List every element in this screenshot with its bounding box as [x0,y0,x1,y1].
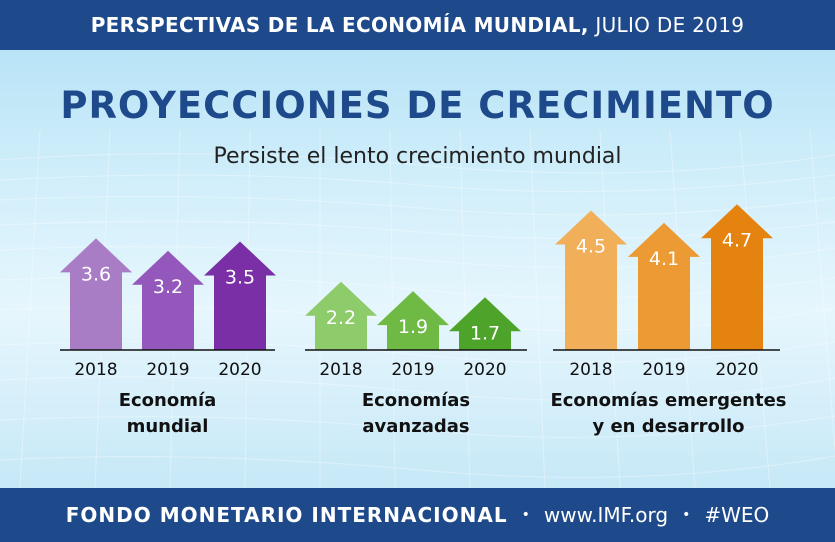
header-title: PERSPECTIVAS DE LA ECONOMÍA MUNDIAL, [90,13,589,37]
value-label-emerging-2019: 4.1 [649,248,679,270]
year-label-emerging-2019: 2019 [642,360,685,380]
year-label-advanced-2019: 2019 [391,360,434,380]
bar-world-2018 [60,238,132,350]
year-label-emerging-2020: 2020 [715,360,758,380]
footer-bar: FONDO MONETARIO INTERNACIONAL • www.IMF.… [0,488,835,542]
value-label-advanced-2020: 1.7 [470,322,500,344]
year-label-world-2020: 2020 [218,360,261,380]
value-label-advanced-2019: 1.9 [398,316,428,338]
group-label-emerging-line2: y en desarrollo [592,416,745,437]
value-label-emerging-2020: 4.7 [722,229,752,251]
footer-separator-2: • [682,507,691,523]
group-label-emerging: Economías emergentes y en desarrollo [540,388,797,440]
year-label-advanced-2018: 2018 [319,360,362,380]
group-label-world-line2: mundial [126,416,209,437]
bar-advanced-2019 [377,291,449,350]
group-label-advanced-line2: avanzadas [362,416,470,437]
value-label-world-2018: 3.6 [81,263,111,285]
footer-separator-1: • [521,507,530,523]
bar-emerging-2018 [555,210,627,350]
bar-emerging-2019 [628,222,700,350]
value-label-emerging-2018: 4.5 [576,236,606,258]
header-bar: PERSPECTIVAS DE LA ECONOMÍA MUNDIAL, JUL… [0,0,835,50]
value-label-world-2019: 3.2 [153,276,183,298]
page-title: PROYECCIONES DE CRECIMIENTO [60,84,775,127]
group-label-emerging-line1: Economías emergentes [550,390,787,411]
year-label-world-2018: 2018 [74,360,117,380]
year-label-emerging-2018: 2018 [569,360,612,380]
year-label-world-2019: 2019 [146,360,189,380]
header-date: JULIO DE 2019 [595,13,745,37]
footer-url: www.IMF.org [543,503,669,527]
bar-world-2019 [132,250,204,350]
page-subtitle: Persiste el lento crecimiento mundial [213,144,622,169]
footer-hashtag: #WEO [704,503,770,527]
bar-advanced-2018 [305,281,377,350]
group-label-advanced-line1: Economías [361,390,471,411]
chart-panel [0,50,835,488]
bar-emerging-2020 [701,204,773,350]
group-label-advanced: Economías avanzadas [305,388,527,440]
bar-advanced-2020 [449,297,521,350]
year-label-advanced-2020: 2020 [463,360,506,380]
footer-org: FONDO MONETARIO INTERNACIONAL [65,503,508,527]
group-label-world: Economía mundial [60,388,275,440]
group-label-world-line1: Economía [118,390,217,411]
bar-world-2020 [204,241,276,350]
value-label-world-2020: 3.5 [225,267,255,289]
value-label-advanced-2018: 2.2 [326,307,356,329]
